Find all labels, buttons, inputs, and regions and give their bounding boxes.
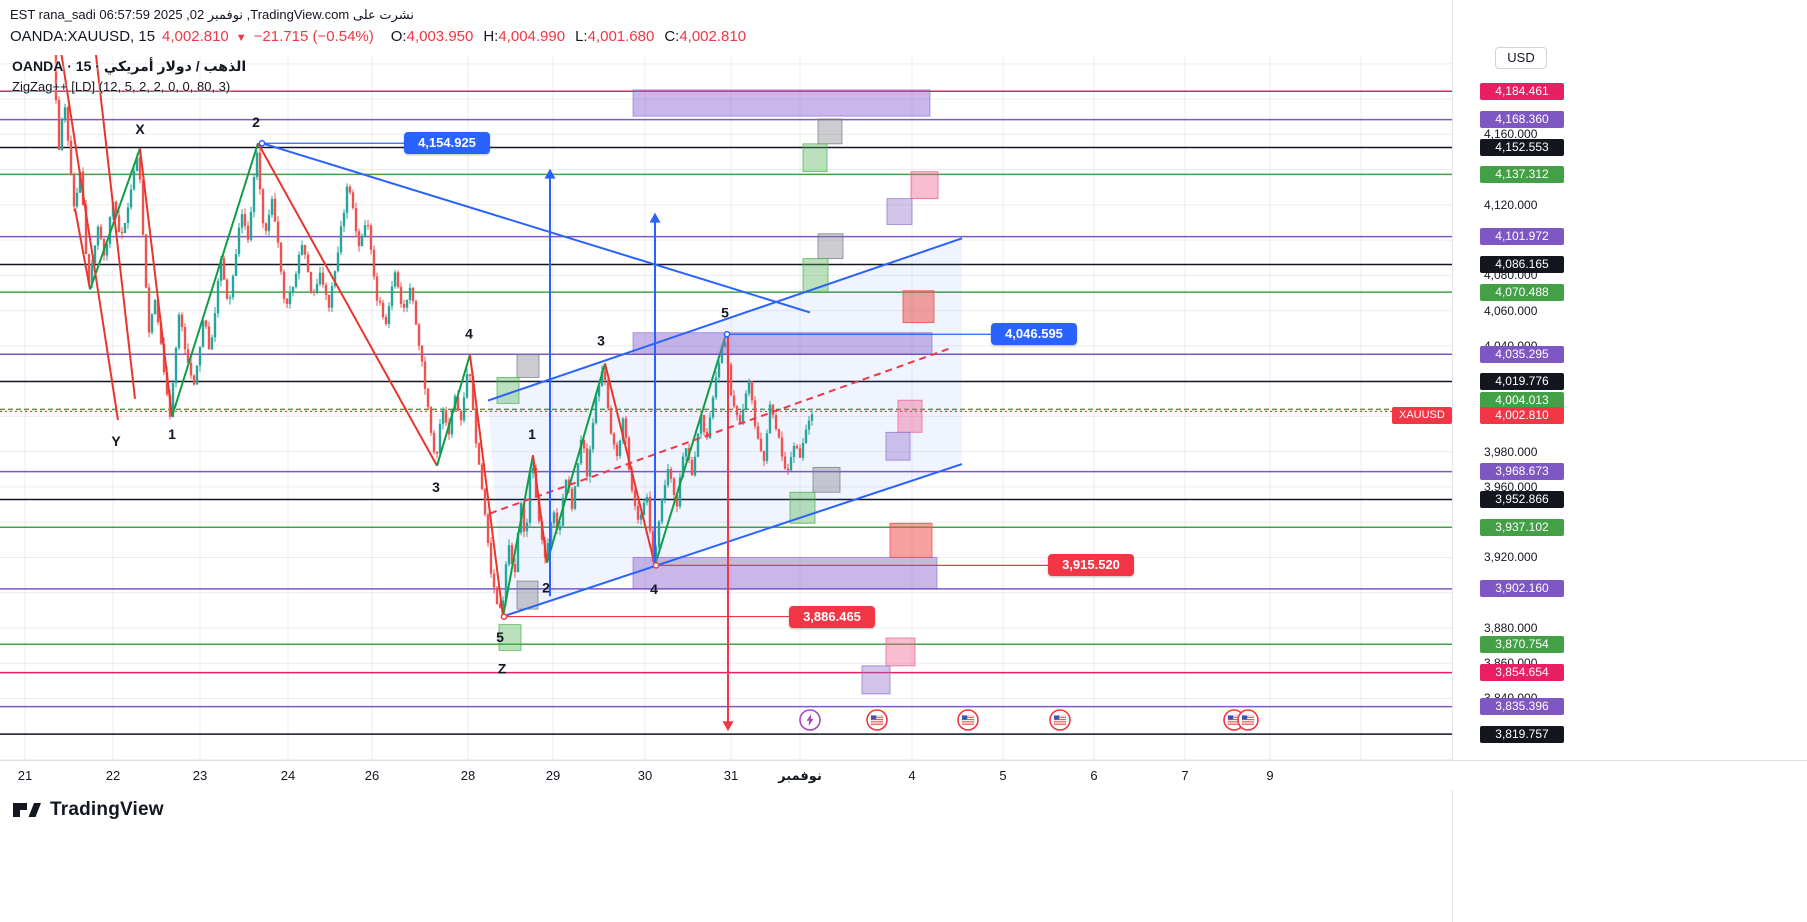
ohlc-value: 4,004.990 — [498, 28, 566, 45]
wave-label: 1 — [528, 426, 536, 442]
direction-arrows[interactable] — [544, 168, 734, 732]
price-level-label: 4,152.553 — [1480, 138, 1564, 156]
wave-label: 1 — [168, 426, 176, 442]
price-level-label: 3,952.866 — [1480, 491, 1564, 508]
price-level-label: 3,937.102 — [1480, 518, 1564, 536]
supply-demand-zones[interactable] — [632, 89, 938, 590]
event-icons[interactable] — [799, 709, 1259, 731]
time-axis-label: 7 — [1181, 768, 1189, 783]
price-tick-label: 4,160.000 — [1484, 127, 1538, 142]
time-axis-label: 26 — [364, 768, 380, 783]
trendlines[interactable] — [261, 142, 963, 618]
time-axis-label: 24 — [280, 768, 296, 783]
wave-label: 5 — [721, 304, 729, 320]
currency-usd-button[interactable]: USD — [1495, 47, 1547, 69]
us-flag-event-icon[interactable] — [1049, 709, 1071, 731]
price-level-label: 3,870.754 — [1480, 635, 1564, 653]
wave-label: 2 — [252, 114, 260, 130]
last-price: 4,002.810 — [162, 28, 229, 45]
time-axis-label: 29 — [545, 768, 561, 783]
ohlc-label: L: — [575, 28, 588, 45]
price-level-label: 4,070.488 — [1480, 283, 1564, 301]
legend-symbol[interactable]: الذهب / دولار أمريكي · 15 · OANDA — [12, 58, 247, 74]
time-axis-label: 6 — [1090, 768, 1098, 783]
ohlc-label: C: — [664, 28, 680, 45]
symbol-title[interactable]: OANDA:XAUUSD, 15 — [10, 28, 156, 45]
wave-label: 4 — [650, 581, 658, 597]
price-callout[interactable]: 3,915.520 — [1048, 554, 1134, 577]
price-level-label: 4,086.165 — [1480, 256, 1564, 273]
us-flag-event-icon[interactable] — [1237, 709, 1259, 731]
price-level-label: 3,854.654 — [1480, 664, 1564, 682]
zigzag-lines[interactable] — [52, 0, 727, 617]
tradingview-logo-icon[interactable] — [12, 798, 42, 822]
price-level-label: 4,101.972 — [1480, 228, 1564, 246]
time-axis-label: 9 — [1266, 768, 1274, 783]
time-axis-label: نوفمبر — [778, 768, 822, 783]
wave-label: 2 — [542, 579, 550, 595]
price-callout[interactable]: 4,046.595 — [991, 323, 1077, 346]
wave-label: 5 — [496, 629, 504, 645]
time-axis-label: 31 — [723, 768, 739, 783]
price-level-label: 3,968.673 — [1480, 463, 1564, 481]
price-tick-label: 3,880.000 — [1484, 620, 1538, 635]
price-down-arrow-icon: ▼ — [235, 32, 247, 44]
time-axis-label: 21 — [17, 768, 33, 783]
wave-label: 3 — [432, 479, 440, 495]
price-tick-label: 3,960.000 — [1484, 479, 1538, 494]
price-level-label: 4,035.295 — [1480, 345, 1564, 363]
ohlc-value: 4,001.680 — [587, 28, 655, 45]
price-level-lines[interactable] — [0, 90, 1452, 735]
time-axis-label: 5 — [999, 768, 1007, 783]
current-price-symbol-tag: XAUUSD — [1392, 407, 1452, 425]
time-axis-label: 23 — [192, 768, 208, 783]
wave-label: Y — [111, 433, 121, 449]
callout-connectors — [258, 139, 1048, 620]
price-tick-label: 3,920.000 — [1484, 550, 1538, 565]
price-callout[interactable]: 4,154.925 — [404, 132, 490, 155]
price-level-label: 4,168.360 — [1480, 111, 1564, 129]
wave-label: Z — [498, 661, 507, 677]
price-tick-label: 4,060.000 — [1484, 303, 1538, 318]
price-level-label: 3,835.396 — [1480, 698, 1564, 716]
grid-lines — [0, 55, 1452, 760]
time-axis-label: 30 — [637, 768, 653, 783]
time-axis[interactable]: 21 22 23 24 26 28 29 30 31 نوفمبر 4 5 6 7 9 — [0, 760, 1807, 790]
price-callout[interactable]: 3,886.465 — [789, 605, 875, 628]
brand-name[interactable]: TradingView — [50, 799, 164, 820]
wave-label: 4 — [465, 326, 473, 342]
current-price-label: 4,002.810 — [1480, 407, 1564, 425]
ohlc-value: 4,002.810 — [679, 28, 747, 45]
ohlc-row: O:4,003.950 H:4,004.990 L:4,001.680 C:4,002… — [381, 28, 746, 45]
price-tick-label: 4,120.000 — [1484, 197, 1538, 212]
chart-legend: الذهب / دولار أمريكي · 15 · OANDA ZigZag… — [12, 58, 246, 94]
price-level-label: 3,819.757 — [1480, 725, 1564, 743]
time-axis-label: 4 — [908, 768, 916, 783]
price-level-label: 4,184.461 — [1480, 82, 1564, 100]
economic-event-icon[interactable] — [799, 709, 821, 731]
footer: TradingView — [12, 798, 164, 822]
price-level-label: 4,004.013 — [1480, 391, 1564, 409]
time-axis-label: 28 — [460, 768, 476, 783]
legend-indicator-zigzag[interactable]: ZigZag++ [LD] (12, 5, 2, 2, 0, 0, 80, 3) — [12, 79, 231, 94]
price-change: −21.715 (−0.54%) — [253, 28, 374, 45]
wave-label: X — [135, 121, 145, 137]
ohlc-label: O: — [390, 28, 407, 45]
publication-info: نشرت على TradingView.com, نوفمبر 02, 202… — [10, 7, 414, 22]
price-level-label: 4,019.776 — [1480, 373, 1564, 391]
us-flag-event-icon[interactable] — [957, 709, 979, 731]
ohlc-value: 4,003.950 — [406, 28, 474, 45]
price-level-label: 4,137.312 — [1480, 165, 1564, 183]
wave-label: 3 — [597, 333, 605, 349]
price-tick-label: 3,980.000 — [1484, 444, 1538, 459]
order-blocks[interactable] — [496, 118, 939, 695]
price-level-label: 3,902.160 — [1480, 580, 1564, 598]
us-flag-event-icon[interactable] — [866, 709, 888, 731]
time-axis-label: 22 — [105, 768, 121, 783]
symbol-header: OANDA:XAUUSD, 15 4,002.810 ▼ −21.715 (−0… — [10, 28, 746, 45]
wave-labels: X Y 1 2 3 4 5 Z 1 2 3 4 5 — [111, 114, 729, 677]
ohlc-label: H: — [483, 28, 499, 45]
